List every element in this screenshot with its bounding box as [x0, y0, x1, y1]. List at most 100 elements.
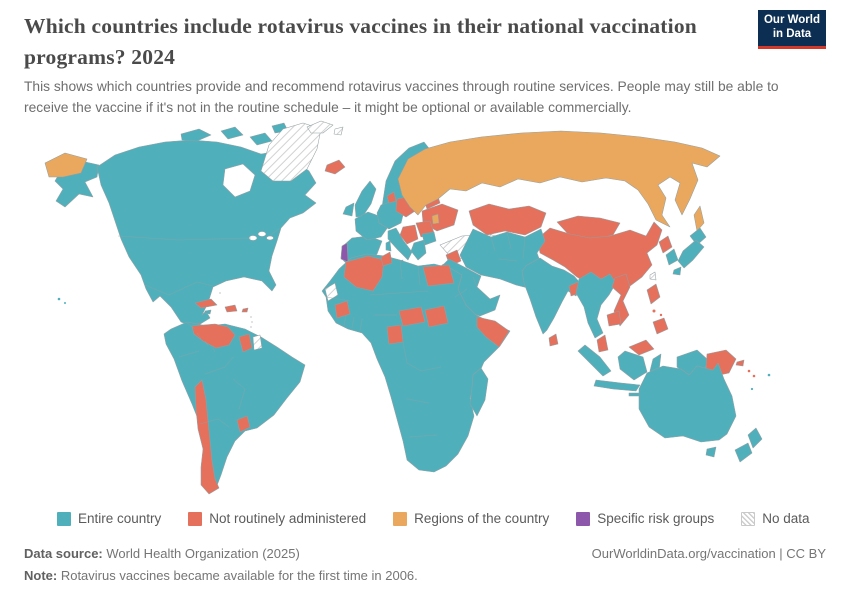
country-moldova[interactable]	[431, 213, 440, 225]
country-sri-lanka[interactable]	[548, 333, 559, 347]
country-italy[interactable]	[387, 227, 413, 261]
arctic-island[interactable]	[249, 132, 273, 146]
owid-logo-line2: in Data	[772, 28, 812, 40]
island-bahamas	[219, 292, 221, 294]
country-new-zealand-south[interactable]	[734, 442, 753, 463]
island-luzon[interactable]	[646, 283, 661, 305]
region-chukotka[interactable]	[44, 152, 88, 178]
country-new-zealand-north[interactable]	[747, 427, 763, 449]
country-puerto-rico[interactable]	[241, 307, 249, 313]
country-cuba[interactable]	[194, 298, 218, 309]
legend-item-no-data[interactable]: No data	[741, 511, 810, 526]
country-kazakhstan[interactable]	[468, 203, 547, 236]
island-kalimantan[interactable]	[617, 350, 648, 381]
arctic-island[interactable]	[220, 126, 244, 140]
country-south-korea[interactable]	[665, 248, 679, 266]
island-visayas[interactable]	[659, 313, 663, 317]
island-kyushu[interactable]	[672, 266, 682, 276]
country-svalbard-east[interactable]	[333, 126, 344, 136]
country-jamaica[interactable]	[204, 309, 212, 315]
island-taiwan[interactable]	[649, 271, 657, 281]
country-cambodia[interactable]	[606, 310, 622, 327]
country-madagascar[interactable]	[469, 367, 489, 417]
country-denmark[interactable]	[386, 191, 397, 204]
island-sakhalin[interactable]	[693, 205, 705, 232]
island-tasmania[interactable]	[705, 446, 717, 458]
country-svalbard[interactable]	[306, 120, 334, 134]
arctic-island[interactable]	[180, 128, 212, 142]
country-india[interactable]	[521, 257, 583, 335]
country-south-sudan[interactable]	[424, 305, 449, 328]
country-gabon[interactable]	[386, 324, 404, 345]
country-uruguay[interactable]	[236, 415, 251, 433]
country-egypt[interactable]	[422, 264, 455, 287]
data-source-label: Data source:	[24, 546, 103, 561]
region-africa[interactable]	[321, 253, 511, 473]
island-java[interactable]	[593, 379, 641, 392]
owid-logo[interactable]: Our World in Data	[758, 10, 826, 49]
country-vanuatu[interactable]	[750, 387, 754, 391]
country-bulgaria[interactable]	[421, 231, 437, 246]
world-choropleth-map[interactable]	[29, 119, 821, 505]
attribution-link[interactable]: OurWorldinData.org/vaccination | CC BY	[591, 546, 826, 561]
country-solomon-islands[interactable]	[752, 374, 756, 378]
country-guyana[interactable]	[238, 333, 253, 353]
hudson-bay	[222, 163, 256, 198]
region-south-america[interactable]	[163, 321, 306, 493]
island-antilles	[250, 326, 252, 328]
country-somalia[interactable]	[476, 316, 510, 348]
country-malaysia[interactable]	[596, 334, 609, 353]
island-antilles	[250, 316, 252, 318]
island-sardinia[interactable]	[385, 240, 392, 252]
legend-item-not-routinely-administered[interactable]: Not routinely administered	[188, 511, 366, 526]
island-visayas[interactable]	[652, 309, 656, 313]
region-east-malaysia[interactable]	[628, 339, 655, 356]
country-venezuela[interactable]	[191, 323, 236, 349]
legend-label: Specific risk groups	[597, 511, 715, 526]
island-new-britain[interactable]	[735, 359, 745, 367]
country-suriname[interactable]	[252, 334, 263, 351]
region-mainland-sea[interactable]	[575, 271, 617, 339]
country-tunisia[interactable]	[380, 251, 393, 267]
country-australia[interactable]	[638, 362, 737, 443]
country-greece[interactable]	[410, 239, 427, 261]
country-china[interactable]	[536, 221, 663, 291]
island-sumatra[interactable]	[577, 344, 612, 377]
country-canada-usa-mexico[interactable]	[96, 139, 317, 327]
region-balkans[interactable]	[399, 224, 419, 245]
legend-item-regions-of-the-country[interactable]: Regions of the country	[393, 511, 549, 526]
country-greenland[interactable]	[260, 122, 322, 182]
country-central-african-republic[interactable]	[398, 306, 426, 327]
island-hawaii[interactable]	[64, 302, 66, 304]
country-hispaniola[interactable]	[224, 304, 238, 313]
page-title: Which countries include rotavirus vaccin…	[24, 14, 697, 70]
country-chile[interactable]	[194, 379, 220, 495]
legend-item-specific-risk-groups[interactable]: Specific risk groups	[576, 511, 714, 526]
country-fiji[interactable]	[767, 373, 771, 377]
legend-item-entire-country[interactable]: Entire country	[57, 511, 161, 526]
country-solomon-islands[interactable]	[747, 369, 751, 373]
country-iceland[interactable]	[324, 159, 346, 175]
country-ireland[interactable]	[342, 202, 355, 217]
note-label: Note:	[24, 568, 58, 583]
country-portugal[interactable]	[340, 242, 349, 263]
country-united-kingdom[interactable]	[354, 180, 377, 218]
great-lake	[266, 235, 274, 241]
country-algeria[interactable]	[343, 255, 385, 292]
world-map-svg[interactable]	[29, 119, 821, 505]
legend-label: Not routinely administered	[209, 511, 367, 526]
country-russia[interactable]	[397, 130, 721, 228]
island-mindanao[interactable]	[652, 317, 669, 335]
legend-swatch-specific-risk-groups	[576, 511, 591, 526]
legend-swatch-entire-country	[57, 511, 71, 526]
note-value: Rotavirus vaccines became available for …	[57, 568, 418, 583]
country-borders	[117, 228, 526, 438]
country-guinea[interactable]	[334, 300, 351, 319]
legend-swatch-no-data	[741, 511, 756, 526]
island-hawaii[interactable]	[57, 297, 61, 301]
map-legend: Entire country Not routinely administere…	[57, 511, 810, 526]
country-japan[interactable]	[677, 239, 705, 269]
country-north-korea[interactable]	[658, 235, 673, 254]
legend-swatch-regions-of-the-country	[393, 511, 408, 526]
